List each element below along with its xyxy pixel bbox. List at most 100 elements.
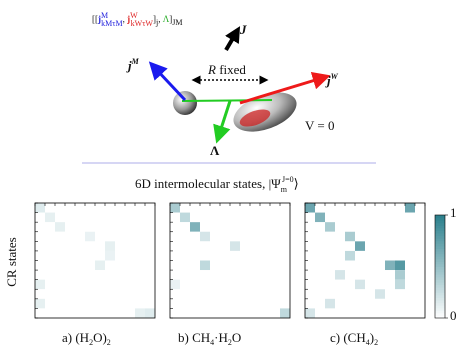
cell [105,308,115,318]
cell [55,222,65,232]
cell [105,203,115,213]
cell [170,241,180,251]
molecule-M [173,91,197,115]
cell [270,241,280,251]
cell [115,260,125,271]
cell [145,212,155,223]
cell [220,279,230,290]
cell [55,212,65,223]
cell [395,231,405,242]
cell [375,203,385,213]
cell [45,279,55,290]
cell [415,212,425,223]
cell [180,222,190,232]
cell [355,270,365,280]
caption: c) (CH4)2 [330,330,378,347]
lambda-arrow [213,100,232,144]
cell [45,308,55,318]
cell [220,203,230,213]
cell [35,279,45,290]
cell [190,231,200,242]
cell [280,222,290,232]
cell [180,212,190,223]
cell [45,212,55,223]
cell [45,231,55,242]
cell [220,212,230,223]
cell [250,241,260,251]
cell [385,222,395,232]
cell [85,270,95,280]
cell [415,222,425,232]
cell [45,289,55,299]
cell [325,279,335,290]
cell [210,212,220,223]
colorbar-step [435,261,445,265]
cell [280,231,290,242]
cell [305,212,315,223]
cell [180,298,190,309]
cell [415,203,425,213]
cell [85,289,95,299]
cell [85,212,95,223]
cell [270,212,280,223]
colorbar-step [435,297,445,301]
cell [55,270,65,280]
cell [85,260,95,271]
cell [280,203,290,213]
cell [95,279,105,290]
cell [385,308,395,318]
cell [365,250,375,261]
colorbar-step [435,284,445,288]
cell [280,241,290,251]
cell [355,308,365,318]
cell [35,260,45,271]
cell [65,308,75,318]
cell [105,222,115,232]
cell [45,203,55,213]
cell [65,212,75,223]
cell [230,308,240,318]
cell [395,212,405,223]
cell [170,270,180,280]
cell [260,289,270,299]
cell [415,241,425,251]
cell [325,250,335,261]
cell [250,308,260,318]
cell [405,279,415,290]
cell [375,222,385,232]
cell [210,203,220,213]
cell [250,270,260,280]
cell [335,231,345,242]
colorbar-frame [434,214,446,319]
cell [325,203,335,213]
cell [75,231,85,242]
cell [240,289,250,299]
cell [65,203,75,213]
cell [385,270,395,280]
cell [365,203,375,213]
colorbar-step [435,248,445,252]
cell [210,231,220,242]
cell [325,212,335,223]
cell [75,241,85,251]
cell [170,308,180,318]
cell [95,270,105,280]
cell [365,289,375,299]
cell [180,250,190,261]
cell [305,289,315,299]
cell [230,298,240,309]
cell [85,279,95,290]
cell [355,250,365,261]
cell [115,308,125,318]
cell [270,222,280,232]
cell [145,298,155,309]
cell [55,203,65,213]
cell [35,231,45,242]
cell [230,270,240,280]
cell [55,298,65,309]
cell [375,212,385,223]
cell [415,308,425,318]
cell [85,222,95,232]
cell [395,308,405,318]
cell [125,212,135,223]
